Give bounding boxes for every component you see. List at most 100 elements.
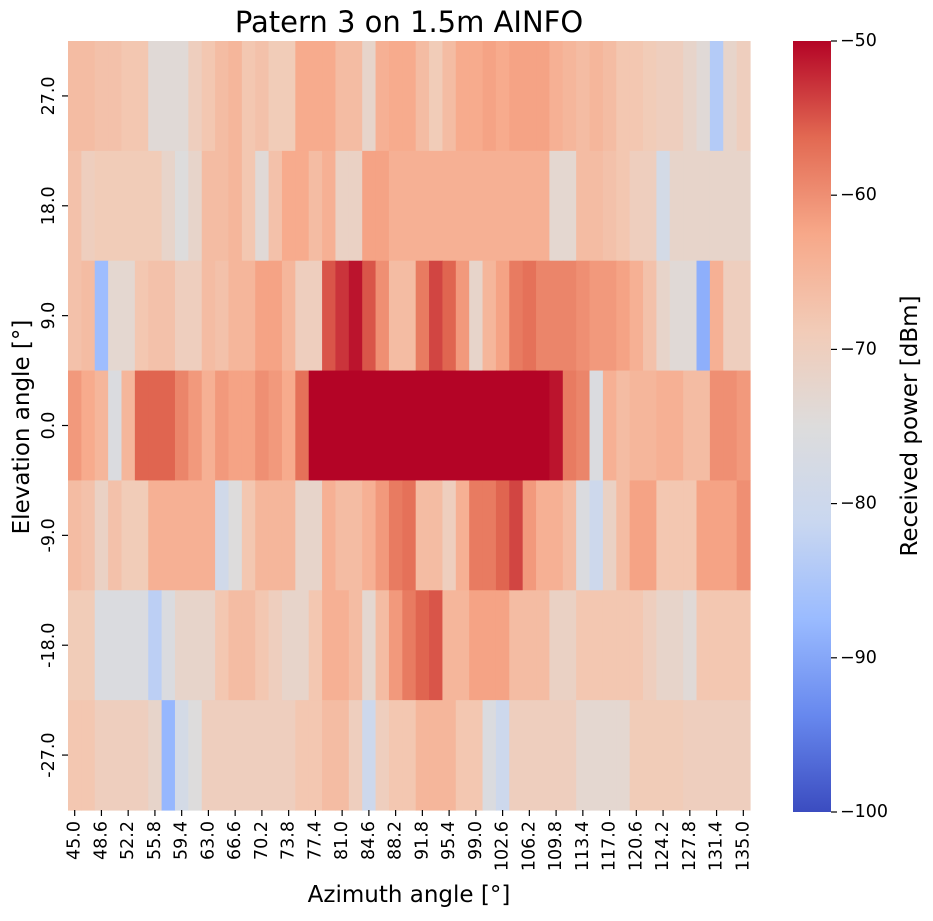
heatmap-cell <box>268 260 283 372</box>
heatmap-cell <box>576 150 591 262</box>
heatmap-cell <box>228 260 243 372</box>
heatmap-cell <box>442 370 457 482</box>
heatmap-cell <box>255 700 270 811</box>
heatmap-cell <box>241 260 256 372</box>
heatmap-cell <box>629 41 644 152</box>
heatmap-cell <box>241 41 256 152</box>
heatmap-cell <box>68 590 82 701</box>
heatmap-cell <box>442 480 457 591</box>
heatmap-cell <box>536 480 551 591</box>
x-tick-label: 109.8 <box>546 821 566 871</box>
heatmap-cell <box>108 150 123 262</box>
heatmap-cell <box>429 700 444 811</box>
heatmap-cell <box>295 260 310 372</box>
heatmap-cell <box>348 590 363 701</box>
heatmap-cell <box>295 480 310 591</box>
heatmap-cell <box>201 150 216 262</box>
heatmap-cell <box>228 480 243 591</box>
heatmap-cell <box>562 260 577 372</box>
x-tick-label: 117.0 <box>600 821 620 871</box>
heatmap-cell <box>215 700 230 811</box>
heatmap-cell <box>643 590 657 701</box>
x-tick-label: 102.6 <box>493 821 513 871</box>
heatmap-cell <box>669 370 684 482</box>
heatmap-cell <box>362 150 377 262</box>
heatmap-cell <box>188 150 203 262</box>
heatmap-cell <box>121 480 136 591</box>
heatmap-cell <box>388 700 403 811</box>
heatmap-cell <box>268 150 283 262</box>
heatmap-cell <box>388 150 403 262</box>
heatmap-cell <box>455 700 470 811</box>
heatmap-cell <box>188 590 203 701</box>
heatmap-cell <box>121 700 136 811</box>
x-tick-label: 63.0 <box>198 821 218 860</box>
x-tick-label: 106.2 <box>519 821 539 871</box>
heatmap-cell <box>589 370 604 482</box>
heatmap-cell <box>81 260 96 372</box>
heatmap-cell <box>322 150 337 262</box>
heatmap-cell <box>375 260 390 372</box>
heatmap-cell <box>81 370 96 482</box>
heatmap-cell <box>281 590 296 701</box>
heatmap-cell <box>643 370 657 482</box>
x-tick-label: 99.0 <box>466 821 486 860</box>
heatmap-cell <box>669 260 684 372</box>
heatmap-cell <box>335 370 350 482</box>
heatmap-cell <box>442 590 457 701</box>
heatmap-cell <box>295 370 310 482</box>
heatmap-cell <box>81 41 96 152</box>
heatmap-cell <box>161 370 176 482</box>
x-tick-label: 59.4 <box>172 821 192 860</box>
heatmap-cell <box>375 41 390 152</box>
heatmap-cell <box>429 260 444 372</box>
heatmap-cell <box>174 150 189 262</box>
heatmap-cell <box>683 41 698 152</box>
heatmap-cell <box>683 150 698 262</box>
x-tick-label: 70.2 <box>252 821 272 860</box>
heatmap-cell <box>495 41 510 152</box>
heatmap-cell <box>335 480 350 591</box>
heatmap-cell <box>495 260 510 372</box>
x-tick-label: 127.8 <box>680 821 700 871</box>
x-axis-ticks: 45.0 48.6 52.2 55.8 59.4 63.0 66.6 70.2 73.8 77.4… <box>65 810 753 871</box>
heatmap-cell <box>241 590 256 701</box>
heatmap-cell <box>602 700 617 811</box>
heatmap-cell <box>536 41 551 152</box>
heatmap-cell <box>215 590 230 701</box>
heatmap-cell <box>348 260 363 372</box>
heatmap-cell <box>429 370 444 482</box>
heatmap-cell <box>134 590 149 701</box>
heatmap-cell <box>375 700 390 811</box>
heatmap-cell <box>455 480 470 591</box>
heatmap-cell <box>455 260 470 372</box>
heatmap-cell <box>415 41 430 152</box>
heatmap-cell <box>348 370 363 482</box>
heatmap-cell <box>388 41 403 152</box>
heatmap-cell <box>308 260 323 372</box>
heatmap-cell <box>616 480 631 591</box>
heatmap-cell <box>629 370 644 482</box>
heatmap-cell <box>536 260 551 372</box>
heatmap-cell <box>616 370 631 482</box>
x-tick-label: 113.4 <box>573 821 593 871</box>
heatmap-cell <box>94 700 109 811</box>
heatmap-cell <box>589 480 604 591</box>
heatmap-cell <box>215 150 230 262</box>
heatmap-cell <box>429 41 444 152</box>
heatmap-cell <box>108 41 123 152</box>
heatmap-cell <box>549 150 564 262</box>
heatmap-cell <box>148 370 163 482</box>
heatmap-cell <box>616 590 631 701</box>
heatmap-cell <box>241 370 256 482</box>
heatmap-cell <box>255 150 270 262</box>
heatmap-cell <box>576 590 591 701</box>
heatmap-cell <box>174 370 189 482</box>
heatmap-cell <box>215 370 230 482</box>
heatmap-cell <box>68 150 82 262</box>
heatmap-cell <box>388 480 403 591</box>
heatmap-cell <box>495 370 510 482</box>
y-axis-label: Elevation angle [°] <box>9 320 35 535</box>
colorbar-tick-label: −90 <box>840 648 877 668</box>
